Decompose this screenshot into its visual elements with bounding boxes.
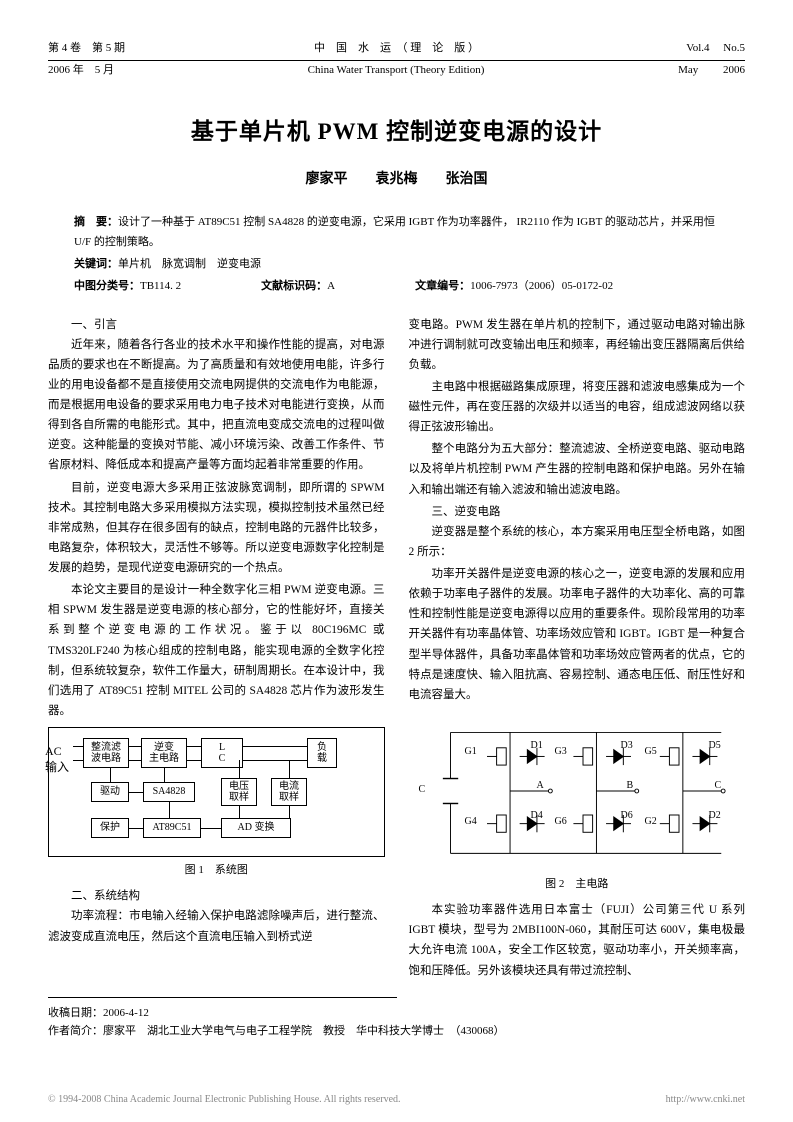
fig2-g2: G2 <box>645 813 657 831</box>
s1-p1: 近年来，随着各行各业的技术水平和操作性能的提高，对电源品质的要求也在不断提高。为… <box>48 335 385 476</box>
journal-en: China Water Transport (Theory Edition) <box>308 62 485 80</box>
clc-label: 中图分类号： <box>74 280 140 292</box>
body-columns: 一、引言 近年来，随着各行各业的技术水平和操作性能的提高，对电源品质的要求也在不… <box>48 315 745 983</box>
s1-p2: 目前，逆变电源大多采用正弦波脉宽调制，即所谓的 SPWM 技术。其控制电路大多采… <box>48 478 385 579</box>
fig1-b1: 整流滤 波电路 <box>83 738 129 768</box>
s2-p1: 功率流程：市电输入经输入保护电路滤除噪声后，进行整流、滤波变成直流电压，然后这个… <box>48 906 385 946</box>
s3-p3: 本实验功率器件选用日本富士（FUJI）公司第三代 U 系列 IGBT 模块，型号… <box>409 900 746 981</box>
fig2-d2: D2 <box>709 807 721 825</box>
fig1-b11: AD 变换 <box>221 818 291 838</box>
journal-cn: 中 国 水 运 （ 理 论 版 ） <box>188 40 605 58</box>
journal-header-row2: 2006 年 5 月 China Water Transport (Theory… <box>48 62 745 80</box>
left-column: 一、引言 近年来，随着各行各业的技术水平和操作性能的提高，对电源品质的要求也在不… <box>48 315 385 983</box>
fig1-b9: 保护 <box>91 818 129 838</box>
fig1-b10: AT89C51 <box>143 818 201 838</box>
article-title: 基于单片机 PWM 控制逆变电源的设计 <box>48 114 745 151</box>
authors: 廖家平 袁兆梅 张治国 <box>48 169 745 191</box>
fig1-caption: 图 1 系统图 <box>48 861 385 880</box>
abstract-text: 设计了一种基于 AT89C51 控制 SA4828 的逆变电源，它采用 IGBT… <box>74 216 715 248</box>
vol-issue-cn: 第 4 卷 第 5 期 <box>48 40 188 58</box>
articleno-label: 文章编号： <box>415 280 470 292</box>
author-bio: 作者简介：廖家平 湖北工业大学电气与电子工程学院 教授 华中科技大学博士 （43… <box>48 1022 745 1041</box>
year-en: 2006 <box>723 64 745 76</box>
journal-header: 第 4 卷 第 5 期 中 国 水 运 （ 理 论 版 ） Vol.4 No.5 <box>48 40 745 61</box>
doccode-value: A <box>327 280 335 292</box>
received-date: 收稿日期：2006-4-12 <box>48 1004 745 1023</box>
fig2-g6: G6 <box>555 813 567 831</box>
abstract-label: 摘 要： <box>74 216 118 228</box>
copyright-line: © 1994-2008 China Academic Journal Elect… <box>48 1092 745 1108</box>
right-column: 变电路。PWM 发生器在单片机的控制下，通过驱动电路对输出脉冲进行调制就可改变输… <box>409 315 746 983</box>
footer-notes: 收稿日期：2006-4-12 作者简介：廖家平 湖北工业大学电气与电子工程学院 … <box>48 1004 745 1041</box>
fig2-caption: 图 2 主电路 <box>409 875 746 894</box>
fig2-b: B <box>627 777 634 795</box>
fig2-d3: D3 <box>621 737 633 755</box>
fig2-g1: G1 <box>465 743 477 761</box>
keywords-label: 关键词： <box>74 258 118 270</box>
vol-en: Vol.4 <box>686 42 709 54</box>
figure-2: C G1 G3 G5 G4 G6 G2 D1 D3 D5 D4 D6 D2 A … <box>409 711 746 871</box>
keywords-text: 单片机 脉宽调制 逆变电源 <box>118 258 261 270</box>
s3-p1: 逆变器是整个系统的核心，本方案采用电压型全桥电路，如图 2 所示： <box>409 522 746 562</box>
articleno-value: 1006-7973（2006）05-0172-02 <box>470 280 613 292</box>
fig2-cap: C <box>419 781 426 799</box>
fig1-b6: SA4828 <box>143 782 195 802</box>
fig1-b4: 负 载 <box>307 738 337 768</box>
fig1-b3: L C <box>201 738 243 768</box>
clc-value: TB114. 2 <box>140 280 181 292</box>
r-p1: 变电路。PWM 发生器在单片机的控制下，通过驱动电路对输出脉冲进行调制就可改变输… <box>409 315 746 375</box>
fig2-g5: G5 <box>645 743 657 761</box>
footer-divider <box>48 997 397 998</box>
r-p3: 整个电路分为五大部分：整流滤波、全桥逆变电路、驱动电路以及将单片机控制 PWM … <box>409 439 746 499</box>
s1-p3: 本论文主要目的是设计一种全数字化三相 PWM 逆变电源。三相 SPWM 发生器是… <box>48 580 385 721</box>
fig1-b8: 电流 取样 <box>271 778 307 806</box>
ac-input-label: AC 输入 <box>45 744 69 775</box>
copyright-right: http://www.cnki.net <box>666 1092 745 1108</box>
fig2-d5: D5 <box>709 737 721 755</box>
copyright-left: © 1994-2008 China Academic Journal Elect… <box>48 1092 401 1108</box>
fig2-d6: D6 <box>621 807 633 825</box>
s3-head: 三、逆变电路 <box>409 502 746 522</box>
no-en: No.5 <box>723 42 745 54</box>
fig1-b5: 驱动 <box>91 782 129 802</box>
abstract-block: 摘 要：设计了一种基于 AT89C51 控制 SA4828 的逆变电源，它采用 … <box>48 213 745 296</box>
doccode-label: 文献标识码： <box>261 280 327 292</box>
figure-1: AC 输入 整流滤 波电路 逆变 主电路 L C 负 载 驱动 SA4828 电… <box>48 727 385 857</box>
fig2-d1: D1 <box>531 737 543 755</box>
fig2-g4: G4 <box>465 813 477 831</box>
fig2-a: A <box>537 777 544 795</box>
fig2-c: C <box>715 777 722 795</box>
fig1-b2: 逆变 主电路 <box>141 738 187 768</box>
r-p2: 主电路中根据磁路集成原理，将变压器和滤波电感集成为一个磁性元件，再在变压器的次级… <box>409 377 746 437</box>
fig1-b7: 电压 取样 <box>221 778 257 806</box>
fig2-g3: G3 <box>555 743 567 761</box>
year-month-cn: 2006 年 5 月 <box>48 62 114 80</box>
s2-head: 二、系统结构 <box>48 886 385 906</box>
month-en: May <box>678 64 698 76</box>
s3-p2: 功率开关器件是逆变电源的核心之一，逆变电源的发展和应用依赖于功率电子器件的发展。… <box>409 564 746 705</box>
circuit-svg <box>417 719 738 863</box>
s1-head: 一、引言 <box>48 315 385 335</box>
fig2-d4: D4 <box>531 807 543 825</box>
